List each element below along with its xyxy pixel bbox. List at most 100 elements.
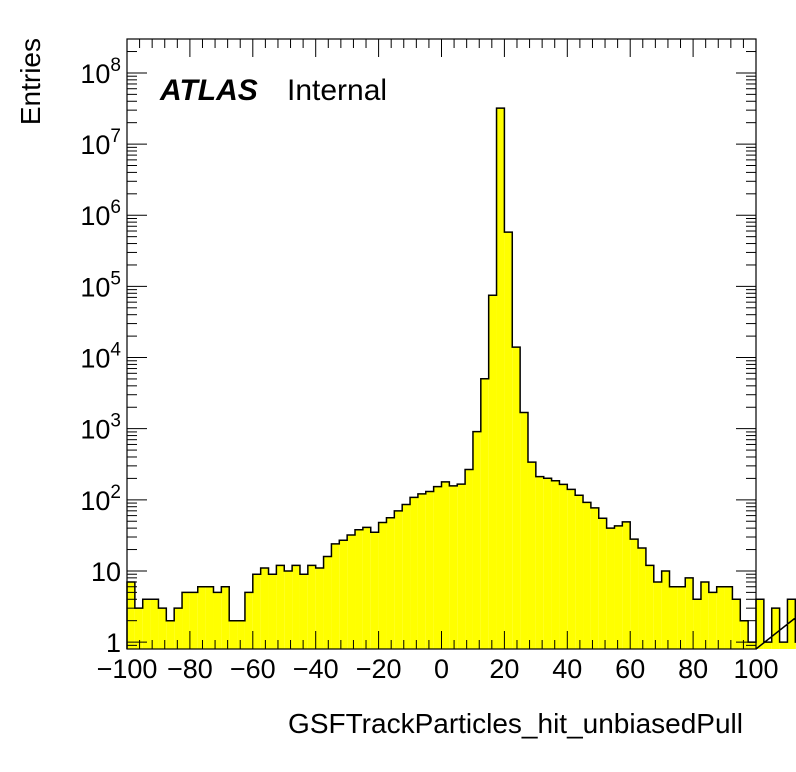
y-tick-label: 104 [80, 340, 121, 374]
histogram-bar [362, 527, 371, 649]
histogram-outline-path [126, 107, 796, 650]
histogram-bar [150, 599, 159, 649]
histogram-bar [708, 592, 717, 649]
histogram-bar [402, 504, 411, 649]
y-tick-label: 1 [106, 628, 121, 658]
histogram-bar [299, 574, 308, 649]
histogram-bar [315, 568, 324, 649]
x-tick-label: 100 [733, 654, 778, 684]
y-tick-label: 10 [91, 557, 121, 587]
histogram-bar [645, 565, 654, 649]
histogram-bar [504, 232, 513, 650]
histogram-bar [284, 570, 293, 649]
histogram-bar [614, 525, 623, 649]
y-tick-labels: 1 10 102 103 104 105 106 107 108 [80, 55, 121, 658]
histogram-bar [213, 592, 222, 649]
histogram-bar [441, 481, 450, 649]
x-tick-label: −80 [167, 654, 213, 684]
y-tick-label: 102 [80, 482, 121, 516]
histogram-bar [449, 485, 458, 649]
histogram-bar [472, 431, 481, 649]
histogram-bar [292, 565, 300, 649]
histogram-bar [685, 577, 694, 649]
histogram-bar [307, 565, 316, 649]
histogram-bar [598, 518, 607, 649]
histogram-bar [787, 599, 796, 649]
histogram-bar [197, 586, 206, 649]
histogram-bar [276, 565, 285, 649]
x-tick-label: −20 [356, 654, 402, 684]
histogram-bar [590, 507, 599, 649]
x-tick-label: −60 [230, 654, 276, 684]
histogram-bar [339, 540, 348, 649]
histogram-bar [189, 592, 198, 649]
histogram-bar [355, 529, 363, 649]
x-tick-label: −40 [293, 654, 339, 684]
histogram-bar [378, 522, 387, 649]
histogram-bar [433, 486, 442, 649]
histogram-bar [323, 556, 332, 649]
histogram-bar [527, 462, 536, 649]
internal-label: Internal [287, 74, 387, 107]
histogram-bar [331, 543, 340, 649]
histogram-bar [182, 592, 190, 649]
x-tick-label: 40 [552, 654, 582, 684]
histogram-bar [732, 599, 741, 649]
histogram-bar [779, 642, 788, 649]
histogram-bar [386, 517, 395, 649]
y-tick-label: 107 [80, 126, 121, 160]
histogram-bar [142, 599, 151, 649]
y-tick-label: 105 [80, 268, 121, 302]
histogram-bar [158, 608, 167, 649]
histogram-bar [465, 469, 473, 649]
histogram-bar [606, 528, 615, 649]
histogram-bar [221, 586, 230, 649]
histogram-bar [575, 495, 584, 649]
y-axis-title: Entries [15, 38, 46, 125]
x-tick-labels: −100 −80 −60 −40 −20 0 20 40 60 80 100 [97, 654, 779, 684]
histogram-bar [174, 608, 183, 649]
histogram-bar [127, 581, 135, 649]
histogram-bar [700, 581, 709, 649]
histogram-bar [252, 574, 261, 649]
histogram-bar [724, 586, 733, 649]
x-tick-label: 80 [678, 654, 708, 684]
atlas-label: ATLAS [159, 74, 258, 107]
histogram-bar [394, 510, 403, 649]
histogram-bar [370, 532, 379, 649]
histogram-bar [244, 592, 253, 649]
histogram-bar [268, 574, 277, 649]
y-tick-label: 108 [80, 55, 121, 89]
histogram-bar [535, 476, 544, 649]
histogram-bar [260, 568, 269, 649]
histogram-bar [237, 620, 245, 649]
y-tick-label: 103 [80, 411, 121, 445]
histogram-bar [567, 489, 576, 649]
x-tick-label: 20 [489, 654, 519, 684]
histogram-bar [653, 581, 662, 649]
histogram-bar [740, 620, 749, 649]
histogram-bar [543, 478, 552, 649]
histogram-bar [425, 491, 434, 649]
histogram-bar [669, 586, 678, 649]
histogram-bar [756, 599, 764, 649]
histogram-bar [347, 535, 356, 649]
x-tick-label: 0 [434, 654, 449, 684]
histogram-bar [716, 586, 725, 649]
y-tick-label: 106 [80, 197, 121, 231]
histogram-bars [127, 108, 796, 650]
histogram-bar [763, 642, 772, 649]
histogram-bar [229, 620, 238, 649]
histogram-bar [771, 608, 780, 649]
histogram-bar [520, 412, 528, 649]
histogram-bar [661, 570, 670, 649]
x-tick-label: 60 [615, 654, 645, 684]
histogram-bar [496, 108, 505, 650]
axis-ticks [126, 38, 757, 650]
histogram-bar [134, 608, 143, 649]
histogram-bar [638, 548, 646, 649]
histogram-bar [410, 497, 418, 649]
x-tick-label: −100 [97, 654, 158, 684]
histogram-bar [630, 539, 639, 649]
